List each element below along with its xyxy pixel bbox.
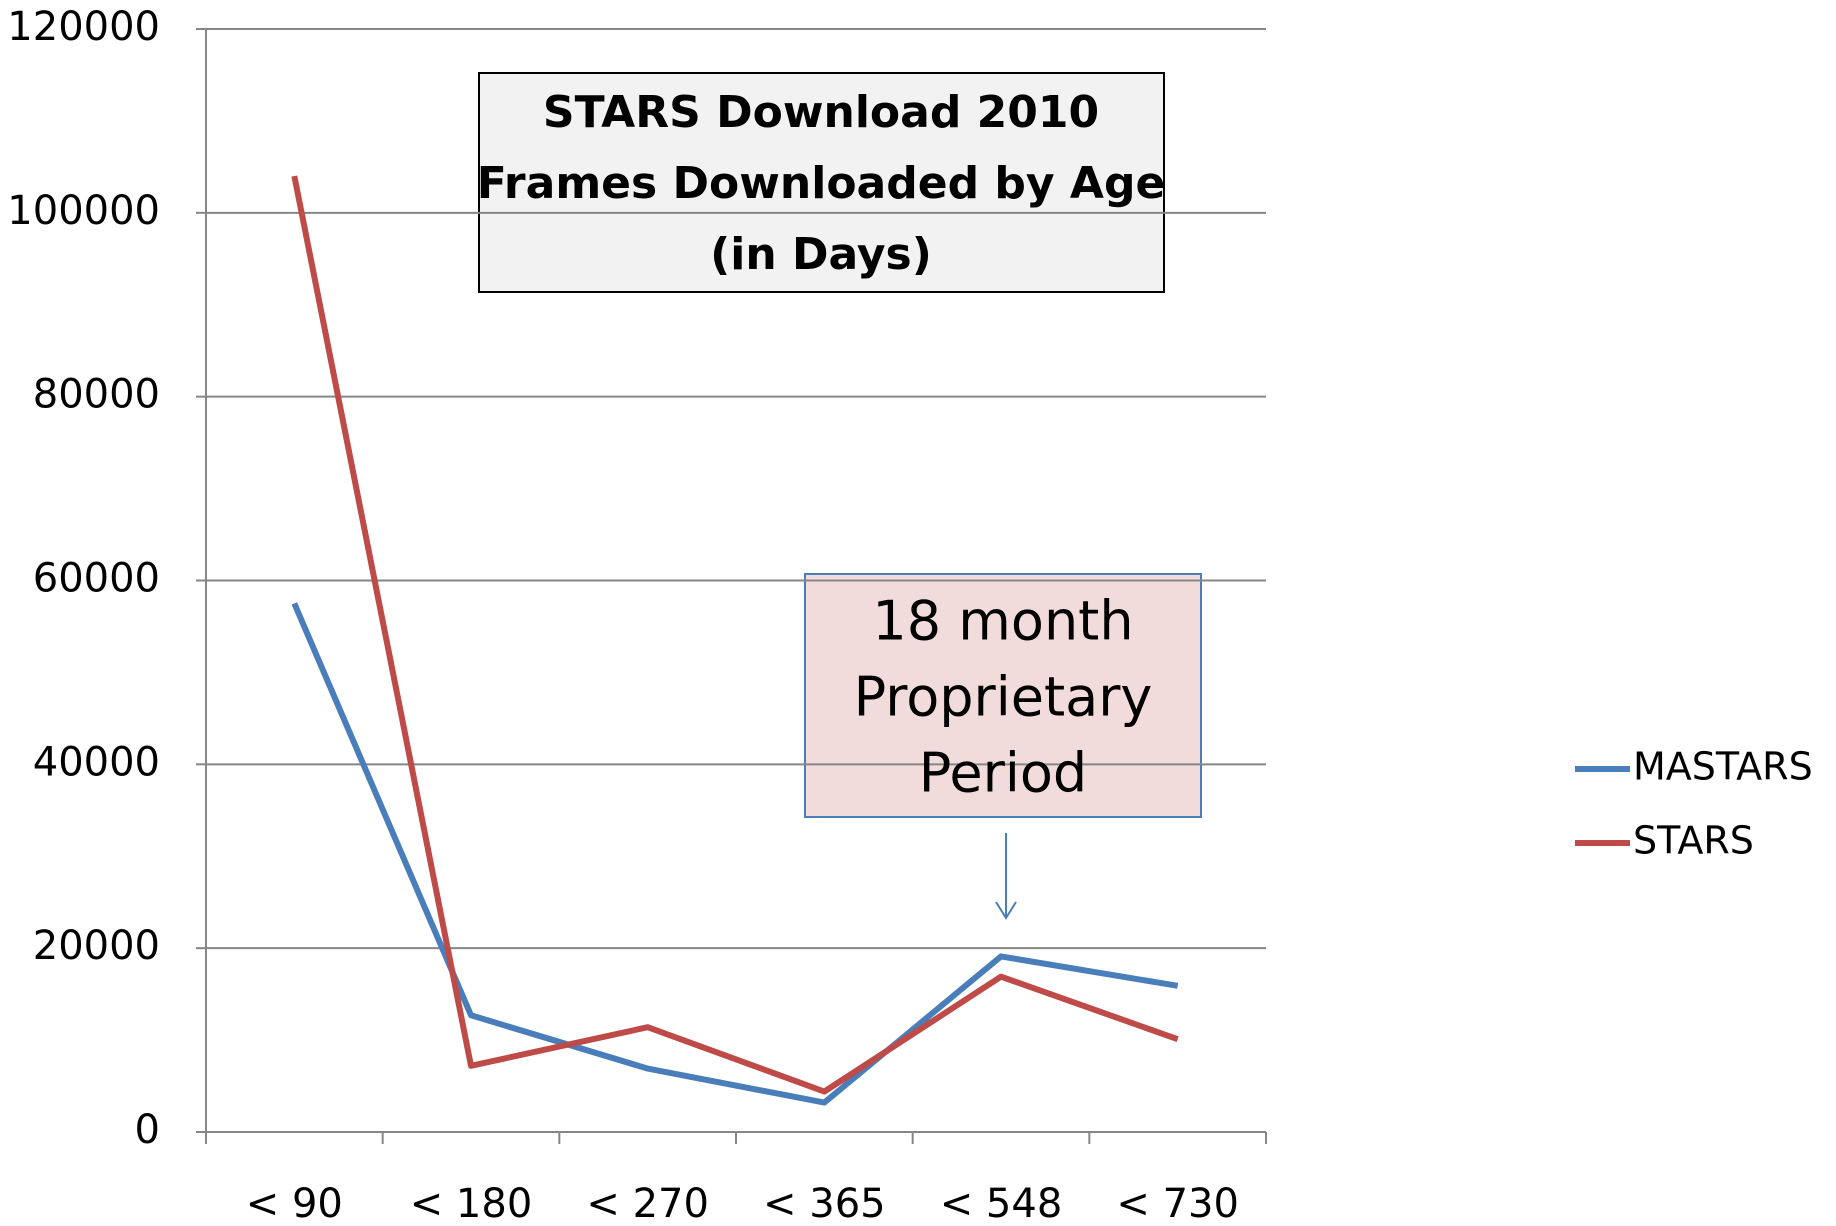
title-box	[478, 72, 1165, 293]
x-tick-label: < 180	[410, 1181, 533, 1226]
y-tick-label: 100000	[7, 188, 160, 234]
y-tick-label: 80000	[33, 372, 160, 418]
y-tick-label: 0	[135, 1107, 160, 1153]
y-tick-label: 120000	[7, 4, 160, 50]
chart-title: STARS Download 2010	[543, 87, 1099, 138]
series-line	[291, 175, 1179, 1095]
x-tick-label: < 365	[763, 1181, 886, 1226]
x-tick-label: < 90	[246, 1181, 343, 1226]
x-tick-label: < 548	[940, 1181, 1063, 1226]
annotation-arrowhead	[995, 901, 1017, 920]
y-tick-label: 60000	[33, 556, 160, 602]
x-tick-label: < 730	[1116, 1181, 1239, 1226]
legend-label: MASTARS	[1633, 745, 1813, 789]
series-line	[291, 602, 1179, 1106]
y-tick-label: 40000	[33, 739, 160, 785]
x-tick-label: < 270	[586, 1181, 709, 1226]
chart-title: (in Days)	[710, 229, 932, 280]
annotation-box	[804, 573, 1202, 818]
annotation: 18 month	[872, 590, 1133, 653]
annotation: Period	[919, 742, 1087, 805]
annotation: Proprietary	[854, 666, 1153, 729]
y-tick-label: 20000	[33, 923, 160, 969]
chart-title: Frames Downloaded by Age	[477, 158, 1166, 209]
legend-label: STARS	[1633, 819, 1754, 863]
